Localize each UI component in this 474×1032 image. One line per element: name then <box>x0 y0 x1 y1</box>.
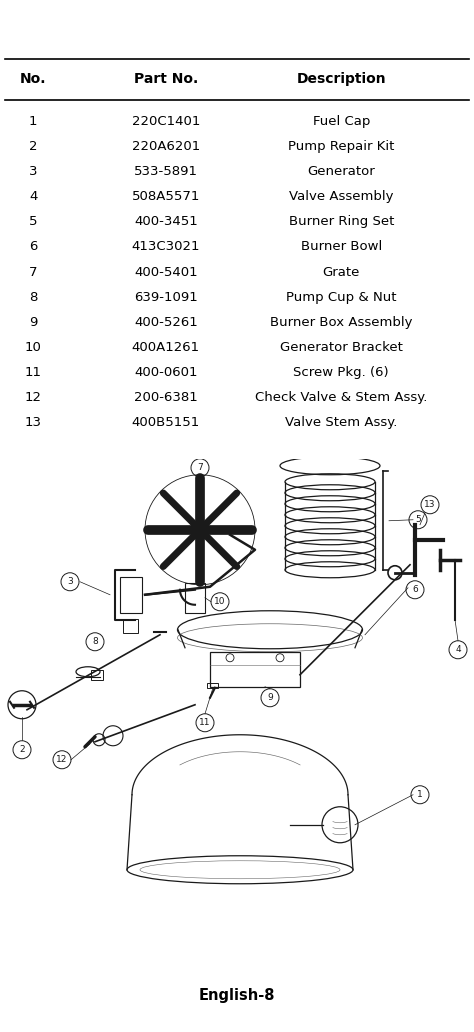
Bar <box>120 577 142 613</box>
Text: Grate: Grate <box>323 265 360 279</box>
Text: Pump Repair Kit: Pump Repair Kit <box>288 140 394 153</box>
Text: 5: 5 <box>415 515 421 524</box>
Text: 8: 8 <box>29 291 37 303</box>
Text: Check Valve & Stem Assy.: Check Valve & Stem Assy. <box>255 391 428 404</box>
Text: Burner Bowl: Burner Bowl <box>301 240 382 254</box>
Text: English-8: English-8 <box>199 988 275 1003</box>
Bar <box>210 652 300 686</box>
Text: Screw Pkg. (6): Screw Pkg. (6) <box>293 365 389 379</box>
Text: Part No.: Part No. <box>134 72 198 86</box>
Text: 9: 9 <box>29 316 37 328</box>
Text: Burner Ring Set: Burner Ring Set <box>289 216 394 228</box>
Text: 13: 13 <box>25 416 42 429</box>
Text: 9: 9 <box>267 694 273 702</box>
Text: 13: 13 <box>424 501 436 509</box>
Text: 400-3451: 400-3451 <box>134 216 198 228</box>
Bar <box>123 619 138 633</box>
Text: 12: 12 <box>25 391 42 404</box>
Text: Valve Assembly: Valve Assembly <box>289 190 393 203</box>
Text: 533-5891: 533-5891 <box>134 165 198 179</box>
Text: 10: 10 <box>214 598 226 606</box>
Bar <box>207 683 218 687</box>
Text: 2: 2 <box>29 140 37 153</box>
Text: Replacement Parts List: Replacement Parts List <box>14 19 285 38</box>
Text: Pump Cup & Nut: Pump Cup & Nut <box>286 291 397 303</box>
Bar <box>91 670 103 680</box>
Text: 220A6201: 220A6201 <box>132 140 200 153</box>
Text: 7: 7 <box>29 265 37 279</box>
Text: 400-5261: 400-5261 <box>134 316 198 328</box>
Text: 6: 6 <box>412 585 418 594</box>
Text: 400-0601: 400-0601 <box>134 365 198 379</box>
Text: Generator Bracket: Generator Bracket <box>280 341 403 354</box>
Text: 8: 8 <box>92 637 98 646</box>
Text: 1: 1 <box>417 791 423 799</box>
Text: 639-1091: 639-1091 <box>134 291 198 303</box>
Text: 3: 3 <box>67 577 73 586</box>
Text: 3: 3 <box>29 165 37 179</box>
Text: 413C3021: 413C3021 <box>132 240 200 254</box>
Text: 11: 11 <box>199 718 211 728</box>
Text: 11: 11 <box>25 365 42 379</box>
Text: 220C1401: 220C1401 <box>132 116 200 128</box>
Text: 5: 5 <box>29 216 37 228</box>
Text: 12: 12 <box>56 755 68 765</box>
Text: 400-5401: 400-5401 <box>134 265 198 279</box>
Text: Description: Description <box>296 72 386 86</box>
Text: Fuel Cap: Fuel Cap <box>312 116 370 128</box>
Text: 2: 2 <box>19 745 25 754</box>
Text: 508A5571: 508A5571 <box>132 190 200 203</box>
Text: No.: No. <box>20 72 46 86</box>
Text: 4: 4 <box>29 190 37 203</box>
Text: Burner Box Assembly: Burner Box Assembly <box>270 316 412 328</box>
Text: 6: 6 <box>29 240 37 254</box>
Text: 4: 4 <box>455 645 461 654</box>
Text: 400A1261: 400A1261 <box>132 341 200 354</box>
Text: 10: 10 <box>25 341 42 354</box>
Text: Valve Stem Assy.: Valve Stem Assy. <box>285 416 398 429</box>
Text: Generator: Generator <box>308 165 375 179</box>
Text: 400B5151: 400B5151 <box>132 416 200 429</box>
Text: 1: 1 <box>29 116 37 128</box>
Text: 7: 7 <box>197 463 203 473</box>
Circle shape <box>191 521 209 539</box>
Bar <box>185 583 205 613</box>
Text: 200-6381: 200-6381 <box>134 391 198 404</box>
